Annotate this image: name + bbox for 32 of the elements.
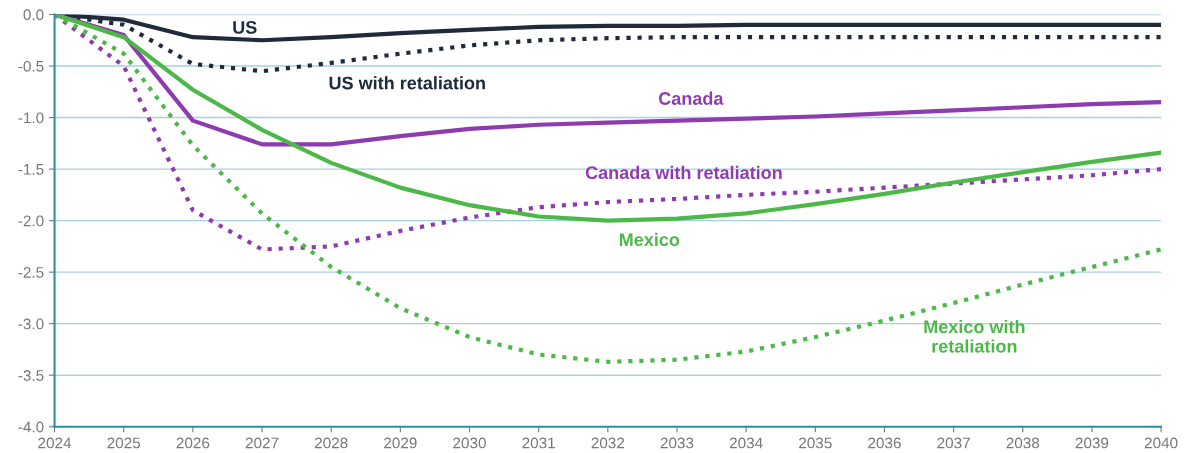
x-tick-label: 2037 <box>937 437 970 449</box>
x-tick-label: 2027 <box>245 437 279 449</box>
x-tick-label: 2038 <box>1006 437 1040 449</box>
x-tick-label: 2032 <box>591 437 625 449</box>
x-tick-label: 2025 <box>107 437 141 449</box>
x-tick-label: 2029 <box>384 437 417 449</box>
y-tick-label: -0.5 <box>18 60 44 72</box>
series-label: Canada with retaliation <box>585 165 782 180</box>
y-tick-label: -2.0 <box>18 215 44 227</box>
x-tick-label: 2040 <box>1144 437 1178 449</box>
x-tick-label: 2028 <box>314 437 348 449</box>
x-tick-label: 2026 <box>176 437 210 449</box>
y-tick-label: -1.0 <box>18 112 44 124</box>
x-tick-label: 2033 <box>660 437 694 449</box>
y-tick-label: -1.5 <box>18 164 44 175</box>
series-label: US <box>233 20 257 34</box>
x-tick-label: 2024 <box>38 437 72 449</box>
x-tick-label: 2039 <box>1075 437 1109 449</box>
series-label: Canada <box>658 91 724 105</box>
y-tick-label: 0.0 <box>23 9 44 21</box>
series-label: Mexico with retaliation <box>924 319 1025 353</box>
x-tick-label: 2030 <box>453 437 486 449</box>
y-tick-label: -4.0 <box>18 421 44 433</box>
x-tick-label: 2034 <box>729 437 763 449</box>
y-tick-label: -3.0 <box>18 318 44 330</box>
series-label: Mexico <box>619 232 680 247</box>
y-tick-label: -3.5 <box>18 370 44 381</box>
x-tick-label: 2036 <box>868 437 901 449</box>
x-tick-label: 2035 <box>799 437 832 449</box>
y-tick-label: -2.5 <box>18 267 44 278</box>
x-tick-label: 2031 <box>522 437 555 449</box>
series-label: US with retaliation <box>329 76 485 90</box>
